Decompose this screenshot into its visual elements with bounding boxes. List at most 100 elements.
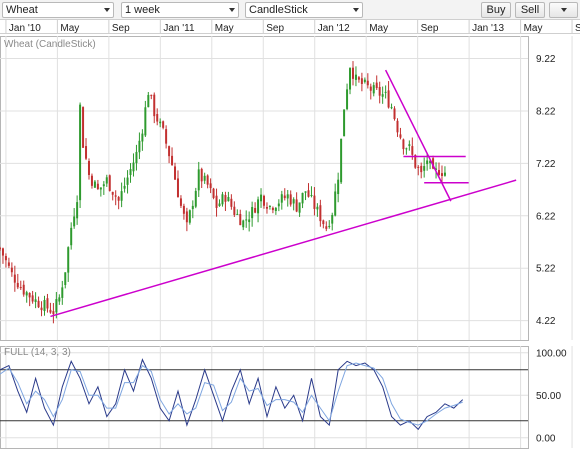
candle-body [1, 248, 4, 256]
x-tick-label: May [60, 23, 79, 34]
candle-body [87, 161, 90, 175]
candle-body [245, 219, 248, 221]
candle-body [301, 192, 304, 204]
candle-body [168, 146, 171, 157]
period-select-value: 1 week [125, 4, 160, 16]
candle-body [126, 177, 129, 185]
candle-body [135, 151, 138, 164]
candle-body [443, 172, 446, 176]
buy-button[interactable]: Buy [481, 2, 511, 18]
candle-body [46, 298, 49, 309]
candle-body [200, 168, 203, 182]
candle-body [117, 197, 120, 201]
x-tick-label: Se [575, 23, 580, 34]
candle-body [179, 198, 182, 206]
oscillator-tick-label: 50.00 [536, 391, 561, 402]
candle-body [7, 262, 10, 266]
candle-body [298, 202, 301, 213]
candle-body [328, 225, 331, 227]
candle-body [194, 190, 197, 207]
candle-body [414, 154, 417, 168]
candle-body [185, 211, 188, 223]
x-tick-label: Sep [421, 23, 439, 34]
candle-body [319, 205, 322, 222]
candle-body [372, 85, 375, 94]
candle-body [363, 79, 366, 82]
candle-body [263, 195, 265, 206]
candle-body [70, 227, 73, 246]
candle-body [61, 287, 64, 298]
trendlines [50, 69, 517, 318]
symbol-select-value: Wheat [6, 4, 38, 16]
candle-body [221, 194, 224, 205]
candle-body [212, 188, 215, 198]
candle-body [132, 162, 135, 172]
x-tick-label: Sep [112, 23, 130, 34]
candle-body [203, 175, 206, 181]
candle-body [265, 207, 268, 209]
candle-body [58, 297, 61, 302]
candle-body [171, 155, 174, 165]
candle-body [147, 94, 150, 108]
period-select[interactable]: 1 week [121, 2, 239, 18]
candle-body [129, 169, 132, 175]
candle-body [159, 121, 162, 124]
chevron-down-icon [561, 8, 567, 12]
trendline-support [50, 179, 517, 318]
candle-body [378, 86, 381, 96]
candle-body [260, 194, 263, 202]
x-axis-tick-labels: Jan '10 May Sep Jan '11 May Sep Jan '12 May Sep J… [5, 20, 580, 34]
candle-body [233, 206, 236, 215]
candle-body [411, 146, 414, 155]
candle-body [174, 166, 177, 180]
candle-body [153, 94, 156, 117]
chevron-down-icon [353, 8, 359, 12]
candle-body [105, 177, 108, 184]
candle-body [322, 220, 325, 225]
candle-body [79, 104, 82, 201]
candle-body [37, 300, 40, 308]
price-tick-label: 8.22 [536, 106, 556, 117]
candle-body [182, 205, 185, 214]
candle-body [40, 307, 43, 311]
stochastic-series [0, 358, 464, 431]
candle-body [429, 160, 432, 164]
candle-body [52, 311, 55, 315]
candle-body [209, 183, 212, 189]
candle-body [90, 175, 93, 186]
candle-body [13, 274, 16, 283]
candle-body [384, 91, 387, 93]
trendline-falling-resistance [384, 69, 452, 202]
settings-dropdown-button[interactable] [549, 2, 578, 18]
x-tick-label: Jan '12 [318, 23, 350, 34]
oscillator-axis-tick-labels: 100.00 50.00 0.00 [536, 348, 567, 444]
candle-body [114, 195, 117, 197]
x-tick-label: May [215, 23, 234, 34]
candle-body [96, 183, 99, 189]
candle-body [120, 191, 123, 201]
candlestick-series [0, 61, 446, 324]
candle-body [188, 210, 191, 223]
candle-body [405, 148, 408, 150]
candle-body [230, 198, 233, 207]
candle-body [271, 207, 274, 211]
chart-type-select[interactable]: CandleStick [245, 2, 363, 18]
x-tick-label: May [524, 23, 543, 34]
symbol-select[interactable]: Wheat [2, 2, 114, 18]
candle-body [218, 203, 221, 207]
chart-type-select-value: CandleStick [249, 4, 308, 16]
candle-body [351, 67, 354, 79]
candle-body [156, 114, 159, 122]
candle-body [396, 120, 399, 133]
chevron-down-icon [229, 8, 235, 12]
candle-body [366, 80, 369, 86]
candle-body [334, 191, 337, 216]
stochastic-k-line [0, 358, 464, 431]
candle-body [435, 168, 438, 170]
stochastic-d-line [0, 362, 463, 426]
candle-body [390, 107, 393, 109]
sell-button[interactable]: Sell [515, 2, 545, 18]
candle-body [73, 216, 76, 227]
candle-body [102, 184, 105, 187]
